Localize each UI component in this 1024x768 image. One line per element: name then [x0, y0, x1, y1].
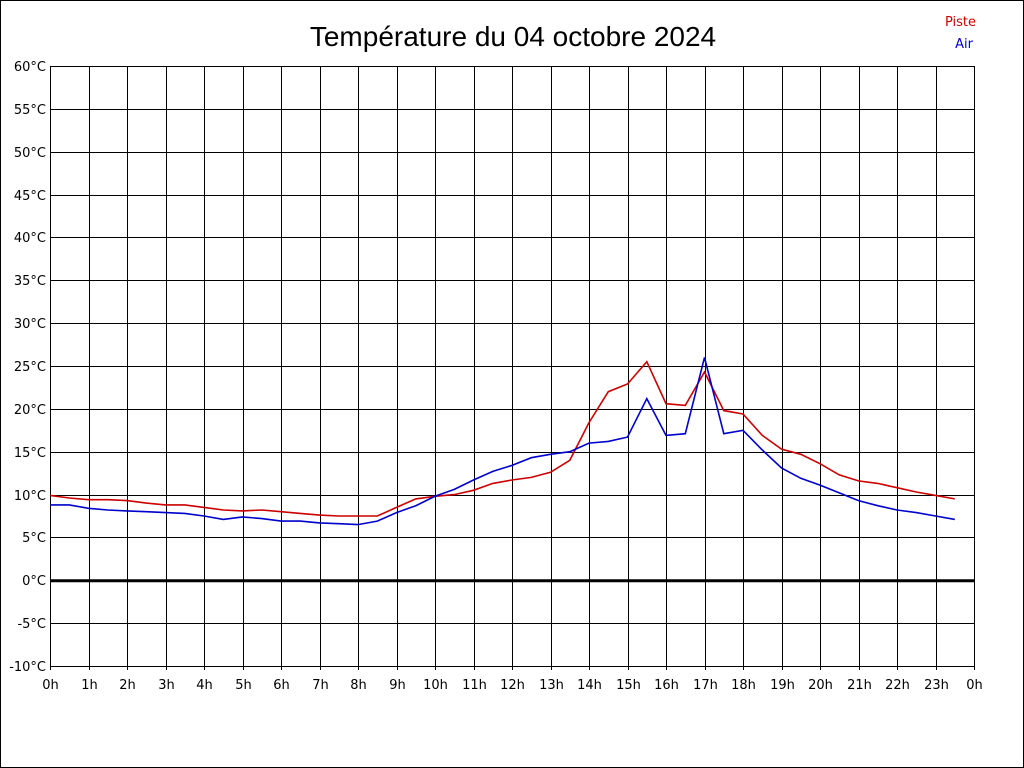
y-tick-label: -10°C — [9, 660, 46, 675]
x-tick-label: 6h — [273, 678, 290, 693]
x-tick-label: 17h — [693, 678, 718, 693]
x-tick-label: 7h — [312, 678, 329, 693]
plot-area-border — [50, 66, 975, 667]
x-tick-label: 4h — [196, 678, 213, 693]
x-tick-label: 0h — [966, 678, 983, 693]
y-axis-tick-labels: -10°C -5°C 0°C 5°C 10°C 15°C 20°C 25°C 30°C 35°C 4… — [9, 60, 46, 675]
x-tick-label: 20h — [808, 678, 833, 693]
x-tick-label: 9h — [389, 678, 406, 693]
x-tick-label: 10h — [423, 678, 448, 693]
x-tick-label: 1h — [81, 678, 98, 693]
x-tick-label: 0h — [42, 678, 59, 693]
plot-border-rect — [50, 66, 975, 667]
y-tick-label: 55°C — [14, 103, 46, 118]
y-tick-label: 40°C — [14, 231, 46, 246]
x-tick-label: 18h — [731, 678, 756, 693]
x-tick-label: 11h — [462, 678, 487, 693]
x-tick-label: 19h — [770, 678, 795, 693]
y-tick-label: 10°C — [14, 489, 46, 504]
y-tick-label: -5°C — [17, 617, 46, 632]
x-tick-label: 8h — [350, 678, 367, 693]
x-tick-label: 22h — [885, 678, 910, 693]
series-line-piste — [49, 360, 955, 517]
y-tick-label: 15°C — [14, 446, 46, 461]
y-tick-label: 50°C — [14, 146, 46, 161]
x-tick-label: 15h — [616, 678, 641, 693]
series-lines — [49, 357, 955, 526]
x-tick-label: 12h — [500, 678, 525, 693]
x-tick-label: 21h — [847, 678, 872, 693]
y-tick-label: 0°C — [22, 574, 46, 589]
x-tick-label: 5h — [235, 678, 252, 693]
y-tick-label: 5°C — [22, 531, 46, 546]
legend-label-air: Air — [955, 37, 974, 52]
series-line-air — [50, 357, 955, 526]
y-tick-label: 25°C — [14, 360, 46, 375]
x-axis-tick-labels: 0h 1h 2h 3h 4h 5h 6h 7h 8h 9h 10h 11h 12h 13h 14h 15h 16… — [42, 678, 983, 693]
legend: Piste Air — [945, 15, 976, 52]
y-tick-label: 20°C — [14, 403, 46, 418]
y-tick-label: 60°C — [14, 60, 46, 75]
legend-label-piste: Piste — [945, 15, 976, 30]
x-tick-label: 23h — [924, 678, 949, 693]
y-tick-label: 35°C — [14, 274, 46, 289]
y-tick-label: 45°C — [14, 189, 46, 204]
x-tick-label: 2h — [119, 678, 136, 693]
chart-title: Température du 04 octobre 2024 — [310, 21, 716, 52]
y-tick-label: 30°C — [14, 317, 46, 332]
x-tick-label: 16h — [654, 678, 679, 693]
x-tick-label: 3h — [158, 678, 175, 693]
x-tick-label: 13h — [539, 678, 564, 693]
x-tick-label: 14h — [577, 678, 602, 693]
